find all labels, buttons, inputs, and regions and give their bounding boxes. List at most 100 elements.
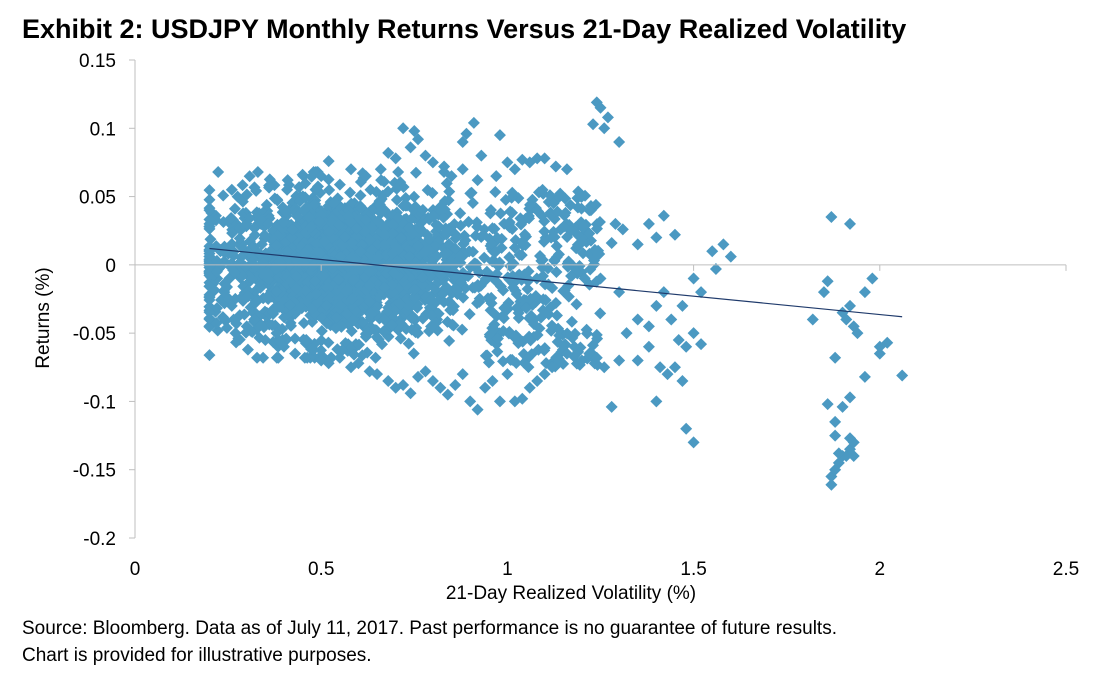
scatter-point [371, 368, 384, 381]
dense-point [538, 215, 551, 228]
dense-point [425, 309, 438, 322]
scatter-point [676, 374, 689, 387]
scatter-point [575, 354, 588, 367]
dense-point [442, 194, 455, 207]
scatter-point [516, 392, 529, 405]
dense-point [405, 213, 418, 226]
dense-point [356, 316, 369, 329]
dense-point [370, 185, 383, 198]
dense-point [390, 193, 403, 206]
dense-point [494, 207, 507, 220]
dense-point [427, 210, 440, 223]
dense-point [225, 211, 238, 224]
scatter-point [601, 111, 614, 124]
dense-point [416, 278, 429, 291]
scatter-point [296, 168, 309, 181]
dense-point [363, 233, 376, 246]
dense-point [203, 184, 216, 197]
dense-point [298, 351, 311, 364]
dense-point [580, 323, 593, 336]
dense-point [393, 297, 406, 310]
scatter-point [486, 374, 499, 387]
dense-point [225, 237, 238, 250]
dense-point [416, 271, 429, 284]
dense-point [372, 333, 385, 346]
tick-labels: -0.2 -0.15 -0.1 -0.05 0 0.05 0.1 0.15 0 0.5 1 1.5 2 2… [73, 51, 1080, 580]
dense-point [203, 280, 216, 293]
dense-point [558, 284, 571, 297]
dense-point [203, 193, 216, 206]
scatter-point [605, 400, 618, 413]
scatter-point [642, 340, 655, 353]
dense-point [524, 198, 537, 211]
dense-point [521, 282, 534, 295]
dense-point [515, 218, 528, 231]
dense-point [577, 220, 590, 233]
dense-point [313, 215, 326, 228]
dense-point [551, 205, 564, 218]
dense-point [538, 225, 551, 238]
scatter-point [333, 351, 346, 364]
dense-point [468, 281, 481, 294]
dense-point [534, 249, 547, 262]
dense-point [341, 260, 354, 273]
dense-point [543, 189, 556, 202]
scatter-point [464, 395, 477, 408]
scatter-point [858, 286, 871, 299]
source-line: Source: Bloomberg. Data as of July 11, 2… [22, 618, 837, 639]
dense-point [297, 317, 310, 330]
dense-point [359, 224, 372, 237]
dense-point [594, 307, 607, 320]
scatter-point [832, 447, 845, 460]
scatter-point [695, 338, 708, 351]
scatter-point [844, 299, 857, 312]
scatter-point [680, 422, 693, 435]
scatter-point [821, 275, 834, 288]
scatter-point [374, 163, 387, 176]
dense-point [448, 218, 461, 231]
scatter-point [847, 450, 860, 463]
scatter-point [538, 368, 551, 381]
y-tick-label: -0.05 [73, 324, 116, 345]
dense-point [456, 323, 469, 336]
scatter-point [821, 398, 834, 411]
dense-point [445, 250, 458, 263]
scatter-point [467, 116, 480, 129]
scatter-point [616, 223, 629, 236]
dense-point [326, 262, 339, 275]
dense-point [424, 293, 437, 306]
scatter-point [259, 333, 272, 346]
scatter-point [251, 165, 264, 178]
x-axis-title: 21-Day Realized Volatility (%) [446, 583, 696, 604]
scatter-point [654, 361, 667, 374]
scatter-point [300, 333, 313, 346]
dense-point [455, 276, 468, 289]
dense-point [497, 284, 510, 297]
scatter-point [568, 340, 581, 353]
dense-point [466, 197, 479, 210]
scatter-point [844, 217, 857, 230]
dense-point [321, 281, 334, 294]
scatter-point [672, 333, 685, 346]
scatter-point [281, 174, 294, 187]
scatter-point [881, 336, 894, 349]
dense-point [507, 257, 520, 270]
dense-point [290, 270, 303, 283]
dense-point [575, 236, 588, 249]
chart-title: Exhibit 2: USDJPY Monthly Returns Versus… [22, 14, 907, 44]
scatter-point [460, 127, 473, 140]
dense-point [378, 313, 391, 326]
dense-point [420, 263, 433, 276]
dense-point [315, 344, 328, 357]
scatter-point [858, 370, 871, 383]
dense-point [348, 348, 361, 361]
dense-point [203, 265, 216, 278]
dense-point [203, 291, 216, 304]
scatter-point [829, 351, 842, 364]
source-note: Source: Bloomberg. Data as of July 11, 2… [22, 615, 837, 669]
dense-point [341, 307, 354, 320]
scatter-point [840, 313, 853, 326]
dense-point [300, 201, 313, 214]
dense-point [332, 273, 345, 286]
dense-point [437, 296, 450, 309]
